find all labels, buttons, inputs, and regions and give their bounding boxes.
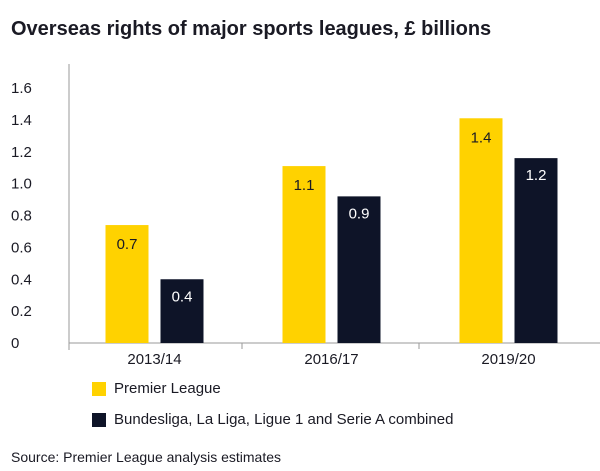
- legend-swatch-other-leagues: [92, 412, 106, 427]
- data-label: 0.4: [172, 288, 193, 305]
- legend-label-other-leagues: Bundesliga, La Liga, Ligue 1 and Serie A…: [114, 411, 454, 428]
- legend-swatch-premier-league: [92, 381, 106, 396]
- bar-chart: 0 0.2 0.4 0.6 0.8 1.0 1.2 1.4 1.6 0.7 0.4 2013/14 1.…: [11, 64, 600, 368]
- x-category-label: 2013/14: [127, 351, 181, 368]
- bar-other-leagues-2: [514, 158, 558, 343]
- y-tick-label: 0.4: [11, 271, 32, 288]
- y-tick-label: 1.4: [11, 112, 32, 129]
- y-tick-label: 1.6: [11, 80, 32, 97]
- y-tick-label: 0.2: [11, 303, 32, 320]
- bar-other-leagues-1: [337, 196, 381, 343]
- source-note: Source: Premier League analysis estimate…: [11, 449, 282, 465]
- y-tick-label: 0.6: [11, 239, 32, 256]
- y-tick-label: 1.2: [11, 144, 32, 161]
- y-tick-label: 1.0: [11, 176, 32, 193]
- y-tick-label: 0: [11, 335, 19, 352]
- bar-premier-league-0: [105, 225, 149, 343]
- legend-item-other-leagues: Bundesliga, La Liga, Ligue 1 and Serie A…: [92, 411, 453, 428]
- data-label: 0.7: [117, 236, 138, 253]
- data-label: 1.4: [471, 129, 492, 146]
- data-label: 0.9: [349, 205, 370, 222]
- data-label: 1.2: [526, 167, 547, 184]
- bar-other-leagues-0: [160, 279, 204, 343]
- bar-premier-league-1: [282, 166, 326, 343]
- data-label: 1.1: [294, 177, 315, 194]
- legend-item-premier-league: Premier League: [92, 380, 221, 397]
- chart-title: Overseas rights of major sports leagues,…: [11, 18, 492, 40]
- legend-label-premier-league: Premier League: [114, 380, 221, 397]
- x-category-label: 2016/17: [304, 351, 358, 368]
- y-tick-label: 0.8: [11, 208, 32, 225]
- x-category-label: 2019/20: [481, 351, 535, 368]
- bar-premier-league-2: [459, 118, 503, 343]
